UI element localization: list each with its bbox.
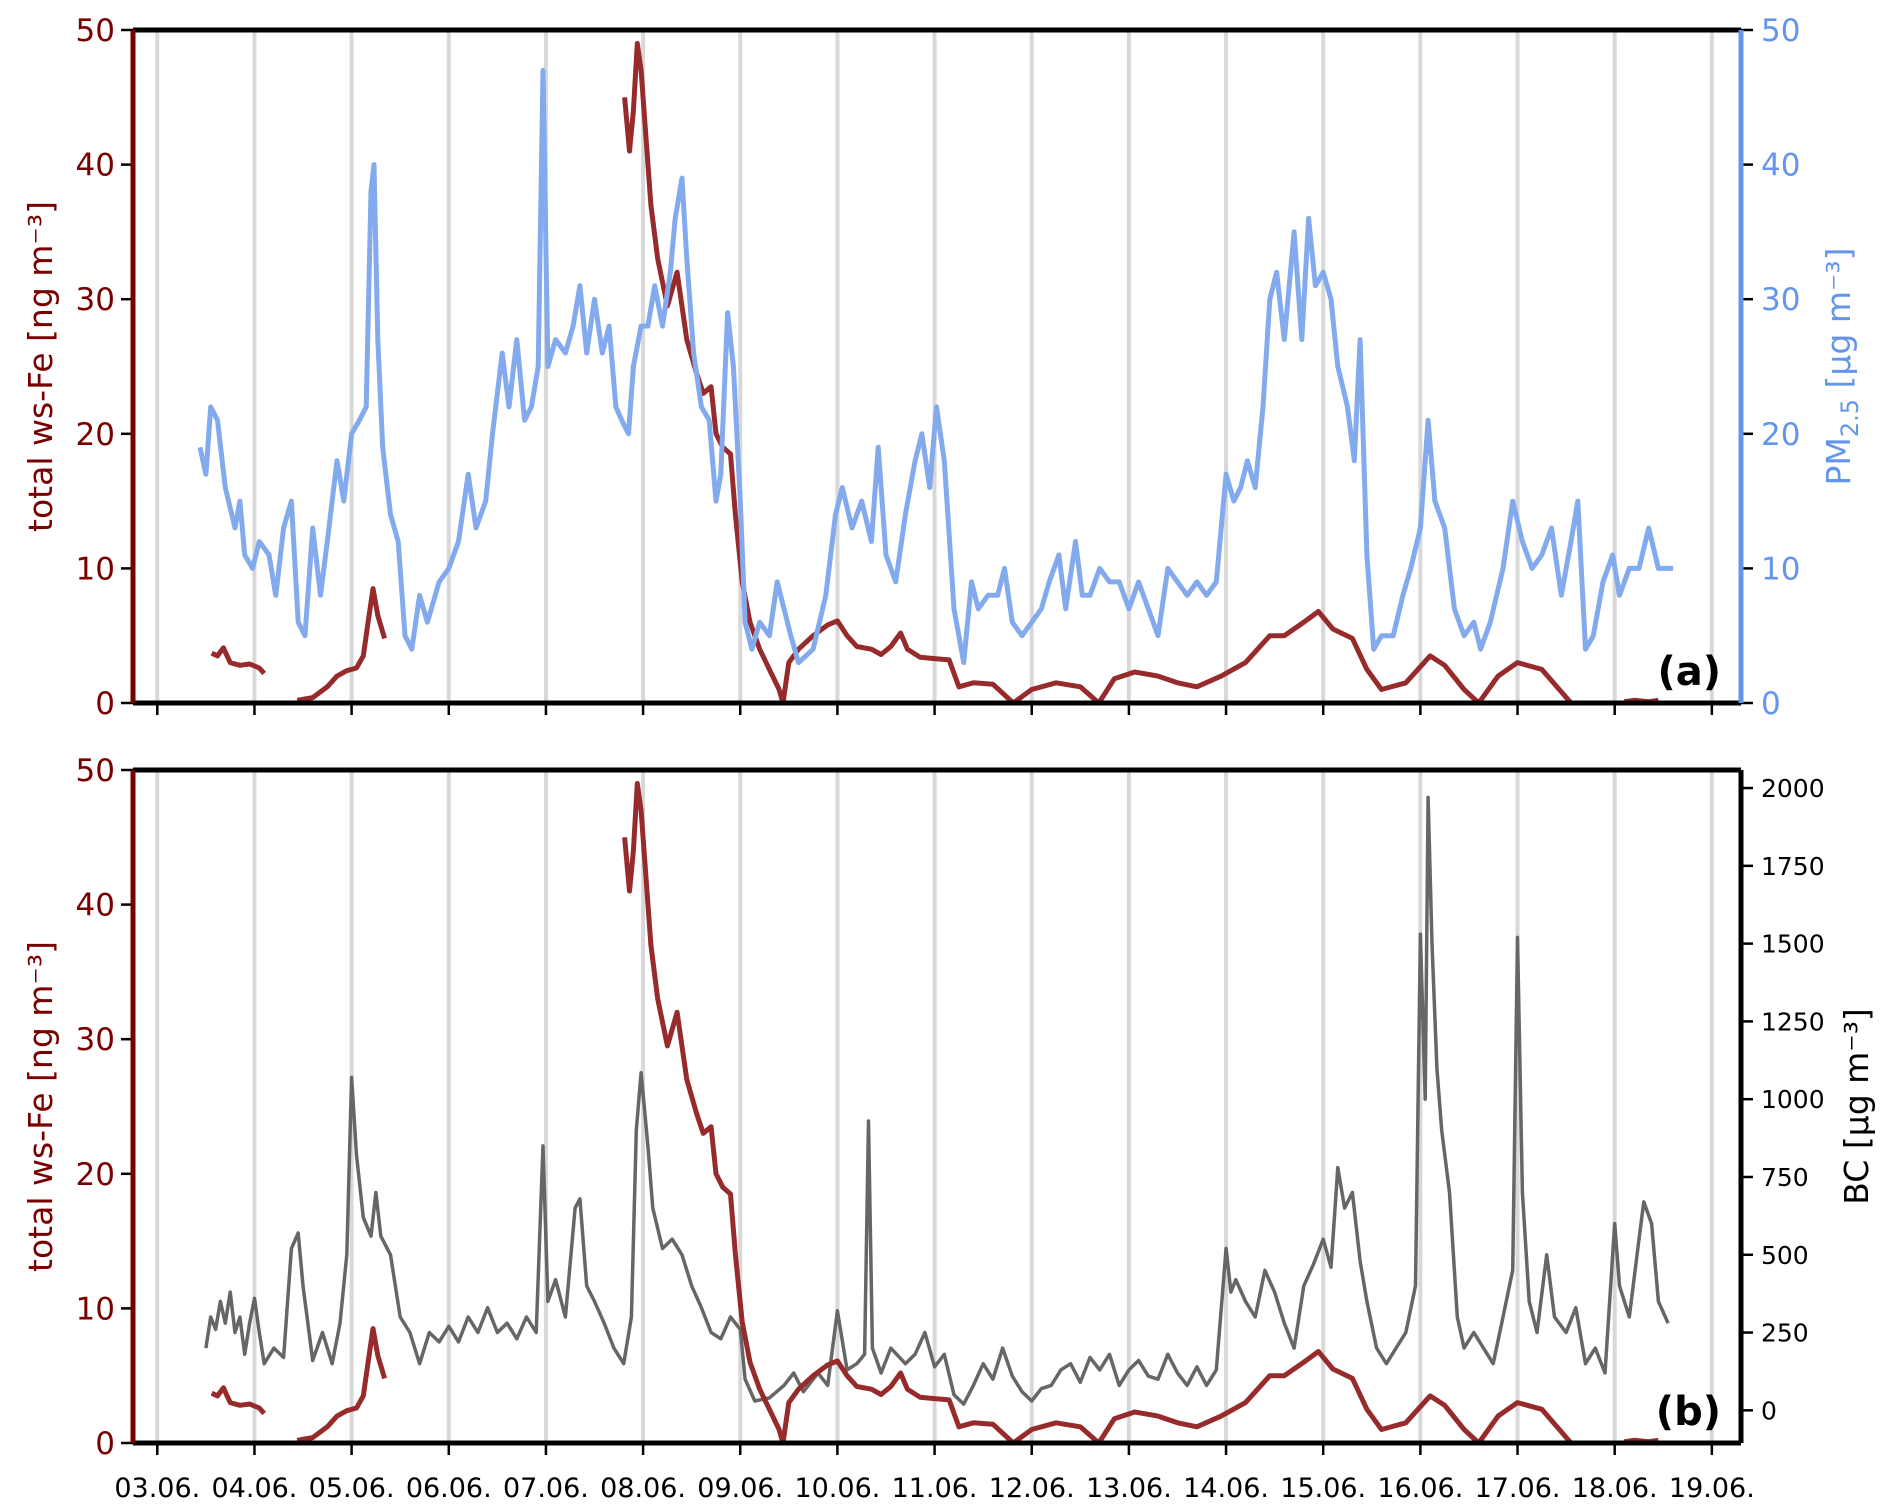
x-tick-label: 17.06. [1475, 1473, 1561, 1504]
y-left-tick-label: 10 [76, 1291, 115, 1327]
y-left-axis-label: total ws-Fe [ng m⁻³] [21, 201, 60, 532]
y-right-tick-label: 0 [1761, 686, 1781, 722]
y-left-tick-label: 0 [95, 686, 115, 722]
y-left-tick-label: 50 [76, 753, 115, 789]
y-right-tick-label: 750 [1761, 1163, 1809, 1192]
x-tick-label: 13.06. [1086, 1473, 1172, 1504]
label-main: BC [1837, 1160, 1876, 1205]
x-tick-label: 05.06. [309, 1473, 395, 1504]
y-left-tick-label: 30 [76, 282, 115, 318]
x-tick-label: 16.06. [1377, 1473, 1463, 1504]
x-tick-label: 07.06. [503, 1473, 589, 1504]
y-left-tick-label: 20 [76, 1157, 115, 1193]
x-tick-label: 14.06. [1183, 1473, 1269, 1504]
series-pm2-5 [197, 67, 1673, 666]
y-right-tick-label: 50 [1761, 13, 1800, 49]
series-total-ws-fe [210, 781, 1659, 1446]
y-left-tick-label: 40 [76, 148, 115, 184]
panel-b: 0102030405002505007501000125015001750200… [21, 753, 1876, 1462]
label-unit: [µg m⁻³] [1837, 1008, 1876, 1159]
y-right-tick-label: 0 [1761, 1396, 1777, 1425]
y-right-tick-label: 2000 [1761, 774, 1825, 803]
x-tick-label: 04.06. [212, 1473, 298, 1504]
x-tick-label: 03.06. [114, 1473, 200, 1504]
y-right-tick-label: 500 [1761, 1241, 1809, 1270]
y-right-tick-label: 1000 [1761, 1085, 1825, 1114]
x-tick-label: 06.06. [406, 1473, 492, 1504]
series-total-ws-fe [210, 41, 1659, 706]
y-right-tick-label: 20 [1761, 417, 1800, 453]
y-left-tick-label: 20 [76, 417, 115, 453]
y-left-tick-label: 30 [76, 1022, 115, 1058]
x-tick-label: 08.06. [600, 1473, 686, 1504]
panel-label: (b) [1656, 1389, 1721, 1435]
label-unit: [µg m⁻³] [1819, 247, 1858, 398]
series-bc [204, 795, 1670, 1406]
x-tick-label: 11.06. [892, 1473, 978, 1504]
y-right-tick-label: 40 [1761, 148, 1800, 184]
y-left-tick-label: 40 [76, 888, 115, 924]
y-left-tick-label: 50 [76, 13, 115, 49]
y-right-tick-label: 250 [1761, 1319, 1809, 1348]
y-right-tick-label: 1750 [1761, 852, 1825, 881]
y-left-axis-label: total ws-Fe [ng m⁻³] [21, 941, 60, 1272]
y-right-tick-label: 30 [1761, 282, 1800, 318]
label-main: PM [1819, 437, 1858, 485]
y-left-tick-label: 10 [76, 551, 115, 587]
x-tick-label: 09.06. [697, 1473, 783, 1504]
x-tick-label: 19.06. [1669, 1473, 1755, 1504]
panel-label: (a) [1657, 649, 1721, 695]
x-tick-label: 12.06. [989, 1473, 1075, 1504]
label-subscript: 2.5 [1836, 399, 1864, 437]
y-right-axis-label: PM2.5 [µg m⁻³] [1819, 247, 1864, 485]
x-tick-label: 18.06. [1572, 1473, 1658, 1504]
y-left-tick-label: 0 [95, 1426, 115, 1462]
panel-a: 0 10 20 30 40 50 0 10 20 30 40 50 total ws-Fe [ng m⁻… [21, 13, 1864, 722]
y-right-tick-label: 1250 [1761, 1007, 1825, 1036]
x-tick-label: 15.06. [1280, 1473, 1366, 1504]
x-tick-label: 10.06. [794, 1473, 880, 1504]
y-right-tick-label: 10 [1761, 551, 1800, 587]
y-right-axis-label: BC [µg m⁻³] [1837, 1008, 1876, 1205]
y-right-tick-label: 1500 [1761, 930, 1825, 959]
x-tick-labels: 03.06. 04.06. 05.06. 06.06. 07.06. 08.06. 09.0… [114, 1473, 1754, 1504]
